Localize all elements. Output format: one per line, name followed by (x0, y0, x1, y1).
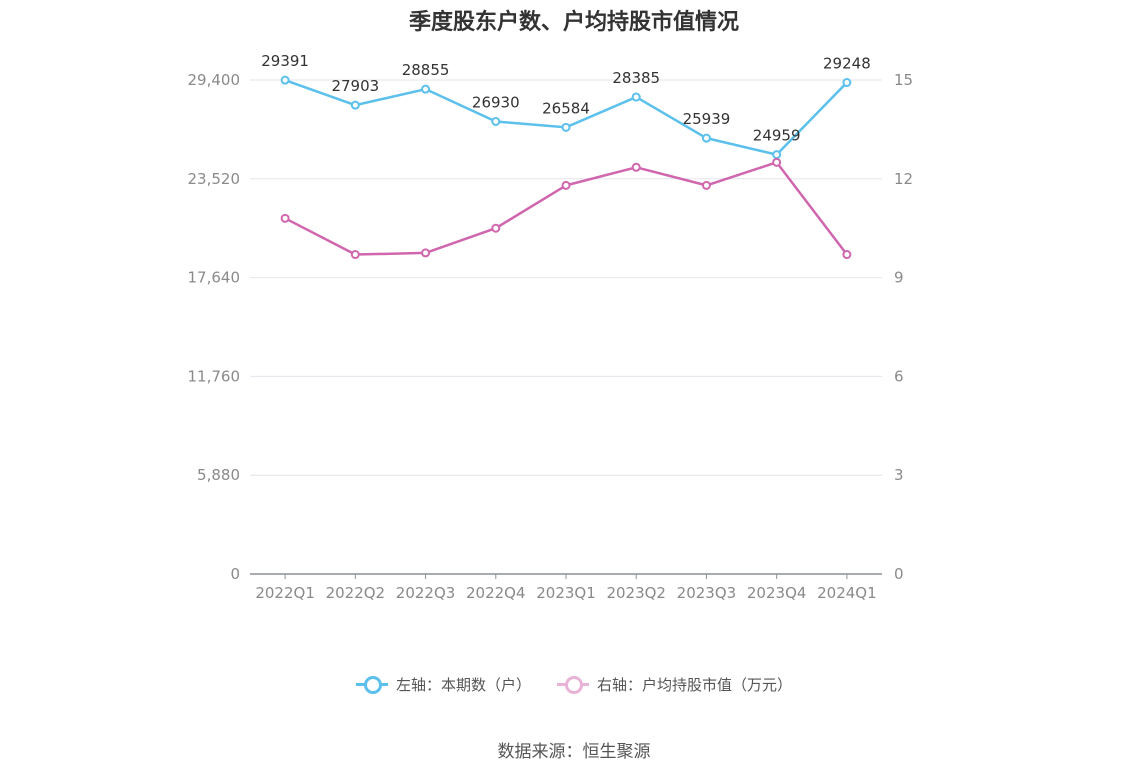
y-left-tick-label: 0 (230, 565, 240, 583)
data-label: 25939 (683, 110, 731, 128)
data-point[interactable] (280, 75, 290, 85)
data-point[interactable] (842, 250, 852, 260)
x-tick-label: 2023Q3 (677, 584, 737, 602)
data-point[interactable] (631, 162, 641, 172)
data-point[interactable] (421, 248, 431, 258)
y-left-tick-label: 5,880 (197, 466, 240, 484)
data-point[interactable] (421, 84, 431, 94)
data-label: 29391 (261, 52, 309, 70)
legend-left-label: 左轴：本期数（户） (395, 675, 531, 694)
data-label: 24959 (753, 127, 801, 145)
legend: 左轴：本期数（户） 右轴：户均持股市值（万元） (0, 673, 1148, 695)
data-point[interactable] (772, 157, 782, 167)
legend-item-right-axis[interactable]: 右轴：户均持股市值（万元） (557, 673, 792, 695)
data-point[interactable] (772, 150, 782, 160)
x-tick-label: 2023Q4 (747, 584, 807, 602)
data-point[interactable] (350, 250, 360, 260)
y-right-tick-label: 3 (894, 466, 904, 484)
data-label: 28385 (612, 69, 660, 87)
x-tick-label: 2023Q1 (536, 584, 596, 602)
source-note: 数据来源：恒生聚源 (497, 742, 651, 762)
x-tick-label: 2022Q3 (396, 584, 456, 602)
data-point[interactable] (280, 213, 290, 223)
x-tick-label: 2022Q1 (255, 584, 315, 602)
data-label: 29248 (823, 55, 871, 73)
data-point[interactable] (631, 92, 641, 102)
y-left-tick-label: 29,400 (188, 71, 241, 89)
x-tick-label: 2022Q4 (466, 584, 526, 602)
data-label: 28855 (402, 61, 450, 79)
x-tick-label: 2024Q1 (817, 584, 877, 602)
y-left-tick-label: 17,640 (188, 269, 241, 287)
series-line-1 (284, 161, 848, 256)
x-tick-label: 2023Q2 (606, 584, 666, 602)
data-label: 27903 (331, 77, 379, 95)
legend-right-label: 右轴：户均持股市值（万元） (597, 675, 793, 694)
data-point[interactable] (561, 180, 571, 190)
y-right-tick-label: 9 (894, 269, 904, 287)
grid-lines (250, 79, 882, 476)
data-point[interactable] (491, 117, 501, 127)
series (280, 75, 852, 260)
data-point[interactable] (561, 122, 571, 132)
data-point[interactable] (701, 180, 711, 190)
data-point[interactable] (350, 100, 360, 110)
y-left-tick-label: 11,760 (188, 367, 241, 385)
y-left-tick-label: 23,520 (188, 170, 241, 188)
legend-left-marker-icon (355, 673, 388, 695)
data-point[interactable] (491, 223, 501, 233)
y-right-tick-label: 15 (894, 71, 913, 89)
y-right-tick-label: 0 (894, 565, 904, 583)
data-point[interactable] (842, 78, 852, 88)
data-point[interactable] (701, 133, 711, 143)
data-label: 26584 (542, 99, 590, 117)
axes: 0 5,880 11,760 17,640 23,520 29,400 0 3 6 9 12 15 20… (188, 71, 914, 602)
legend-right-marker-icon (557, 673, 589, 695)
y-right-tick-label: 12 (894, 170, 913, 188)
x-tick-label: 2022Q2 (326, 584, 386, 602)
legend-item-left-axis[interactable]: 左轴：本期数（户） (355, 673, 531, 695)
data-labels: 29391 27903 28855 26930 26584 28385 25939 24959… (261, 52, 870, 144)
y-right-tick-label: 6 (894, 367, 904, 385)
data-label: 26930 (472, 94, 520, 112)
chart-title: 季度股东户数、户均持股市值情况 (408, 10, 739, 35)
